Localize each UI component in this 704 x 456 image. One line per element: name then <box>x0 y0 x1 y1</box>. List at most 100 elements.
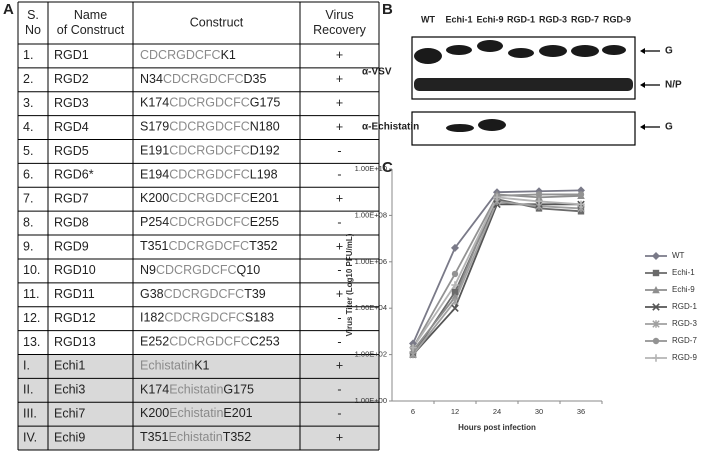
series-line <box>412 203 581 356</box>
row-shading <box>18 402 379 427</box>
panel-label: B <box>382 1 393 18</box>
construct-cell: E252CDCRGDCFCC253 <box>140 335 280 349</box>
construct-part: C253 <box>250 335 280 349</box>
construct-part: P254 <box>140 215 169 229</box>
construct-part: K200 <box>140 406 169 420</box>
bands <box>414 40 633 91</box>
construct-part: Q10 <box>237 263 261 277</box>
header-cell: Name <box>74 8 107 22</box>
serial-cell: 5. <box>23 144 33 158</box>
y-tick-label: 1.00E+00 <box>355 396 387 405</box>
band <box>446 124 474 132</box>
construct-cell: EchistatinK1 <box>140 359 210 373</box>
construct-part: S183 <box>245 311 274 325</box>
construct-part: G175 <box>250 96 281 110</box>
marker <box>451 288 459 296</box>
construct-part: K200 <box>140 192 169 206</box>
construct-cell: T351EchistatinT352 <box>140 430 251 444</box>
recovery-cell: - <box>337 335 341 349</box>
construct-part: T352 <box>249 239 278 253</box>
construct-part: T351 <box>140 430 169 444</box>
serial-cell: 1. <box>23 48 33 62</box>
construct-part: CDCRGDCFC <box>169 96 250 110</box>
legend-label: Echi-1 <box>672 268 695 277</box>
construct-part: E194 <box>140 168 169 182</box>
construct-part: CDCRGDCFC <box>164 311 245 325</box>
recovery-cell: - <box>337 168 341 182</box>
construct-cell: N9CDCRGDCFCQ10 <box>140 263 260 277</box>
construct-cell: K200EchistatinE201 <box>140 406 253 420</box>
construct-part: CDCRGDCFC <box>169 335 250 349</box>
marker <box>652 252 660 260</box>
y-axis-label: Virus Titer (Log10 PFU/mL) <box>345 233 354 336</box>
recovery-cell: - <box>337 383 341 397</box>
name-cell: RGD6* <box>54 168 94 182</box>
name-cell: RGD1 <box>54 48 89 62</box>
band <box>602 45 626 55</box>
name-cell: Echi3 <box>54 383 85 397</box>
construct-part: K174 <box>140 383 169 397</box>
series-line <box>412 189 582 344</box>
x-tick-label: 30 <box>535 407 543 416</box>
row-shading <box>18 354 379 379</box>
construct-part: L198 <box>250 168 278 182</box>
serial-cell: IV. <box>23 430 37 444</box>
header-cell: Construct <box>190 15 244 29</box>
construct-part: G38 <box>140 287 164 301</box>
marker <box>652 320 660 328</box>
band <box>414 78 633 91</box>
legend-label: RGD-3 <box>672 319 697 328</box>
recovery-cell: - <box>337 311 341 325</box>
x-axis-label: Hours post infection <box>458 423 536 432</box>
lane-label: WT <box>421 14 435 24</box>
panel-label: A <box>3 1 14 18</box>
marker <box>451 281 459 289</box>
x-tick-label: 36 <box>577 407 585 416</box>
serial-cell: 7. <box>23 192 33 206</box>
construct-cell: G38CDCRGDCFCT39 <box>140 287 266 301</box>
serial-cell: 9. <box>23 239 33 253</box>
name-cell: RGD12 <box>54 311 96 325</box>
band <box>539 45 567 57</box>
western-blot: WT Echi-1 Echi-9 RGD-1 RGD-3 RGD-7 RGD-9… <box>362 14 682 146</box>
y-tick-label: 1.00E+04 <box>355 303 387 312</box>
construct-cell: CDCRGDCFCK1 <box>140 48 236 62</box>
serial-cell: 12. <box>23 311 40 325</box>
marker <box>451 297 459 305</box>
legend-label: RGD-1 <box>672 302 697 311</box>
recovery-cell: - <box>337 144 341 158</box>
recovery-cell: - <box>337 215 341 229</box>
construct-cell: K174CDCRGDCFCG175 <box>140 96 280 110</box>
band <box>478 119 506 131</box>
serial-cell: I. <box>23 359 30 373</box>
serial-cell: 2. <box>23 72 33 86</box>
serial-cell: 4. <box>23 120 33 134</box>
band <box>446 45 472 55</box>
name-cell: Echi1 <box>54 359 85 373</box>
x-tick-label: 24 <box>493 407 501 416</box>
y-tick-label: 1.00E+02 <box>355 350 387 359</box>
marker <box>652 337 660 345</box>
marker <box>493 193 501 202</box>
construct-part: E201 <box>250 192 279 206</box>
recovery-cell: + <box>336 96 343 110</box>
name-cell: RGD13 <box>54 335 96 349</box>
lane-label: RGD-7 <box>571 14 599 24</box>
construct-part: Echistatin <box>140 359 194 373</box>
construct-part: E255 <box>250 215 279 229</box>
construct-part: CDCRGDCFC <box>163 72 244 86</box>
construct-part: N180 <box>250 120 280 134</box>
header-cell: No <box>25 23 41 37</box>
construct-part: N34 <box>140 72 163 86</box>
marker <box>451 304 459 312</box>
recovery-cell: + <box>336 430 343 444</box>
construct-part: CDCRGDCFC <box>156 263 237 277</box>
name-cell: RGD4 <box>54 120 89 134</box>
marker <box>652 269 660 277</box>
antibody-label: α-Echistatin <box>362 122 419 133</box>
construct-part: CDCRGDCFC <box>140 48 221 62</box>
lane-label: RGD-9 <box>603 14 631 24</box>
band-label: G <box>665 122 673 133</box>
